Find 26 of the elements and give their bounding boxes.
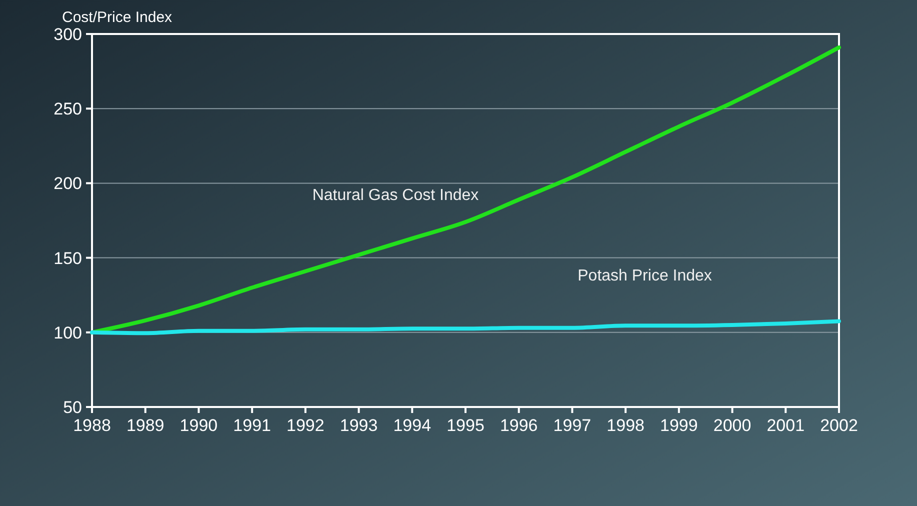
line-series <box>90 319 841 336</box>
y-tick-label: 300 <box>54 24 82 44</box>
x-tick-label: 1995 <box>446 416 484 435</box>
x-tick-label: 1996 <box>500 416 538 435</box>
y-tick-label: 150 <box>54 248 82 268</box>
y-tick-label: 250 <box>54 100 82 119</box>
x-tick-label: 1988 <box>73 416 111 435</box>
x-tick-label: 2002 <box>820 416 858 435</box>
x-tick-label: 2001 <box>766 416 805 435</box>
y-tick-label: 200 <box>54 174 82 194</box>
x-tick-label: 1994 <box>393 416 432 435</box>
x-tick-label: 1990 <box>180 416 218 435</box>
y-tick-label: 50 <box>63 398 82 417</box>
text: Potash Price Index <box>578 268 712 285</box>
x-tick-label: 1991 <box>233 416 271 435</box>
x-tick-label: 1999 <box>660 416 698 435</box>
x-tick-label: 1998 <box>606 416 644 435</box>
x-tick-label: 1993 <box>340 416 378 435</box>
x-tick-label: 2000 <box>713 416 752 435</box>
y-axis-title: Cost/Price Index <box>62 9 173 26</box>
x-tick-label: 1997 <box>553 416 592 435</box>
x-tick-label: 1992 <box>286 416 324 435</box>
x-tick-label: 1989 <box>126 416 164 435</box>
line-series <box>90 45 841 334</box>
y-tick-label: 100 <box>54 323 82 342</box>
series-label: Natural Gas Cost Index <box>312 186 479 204</box>
